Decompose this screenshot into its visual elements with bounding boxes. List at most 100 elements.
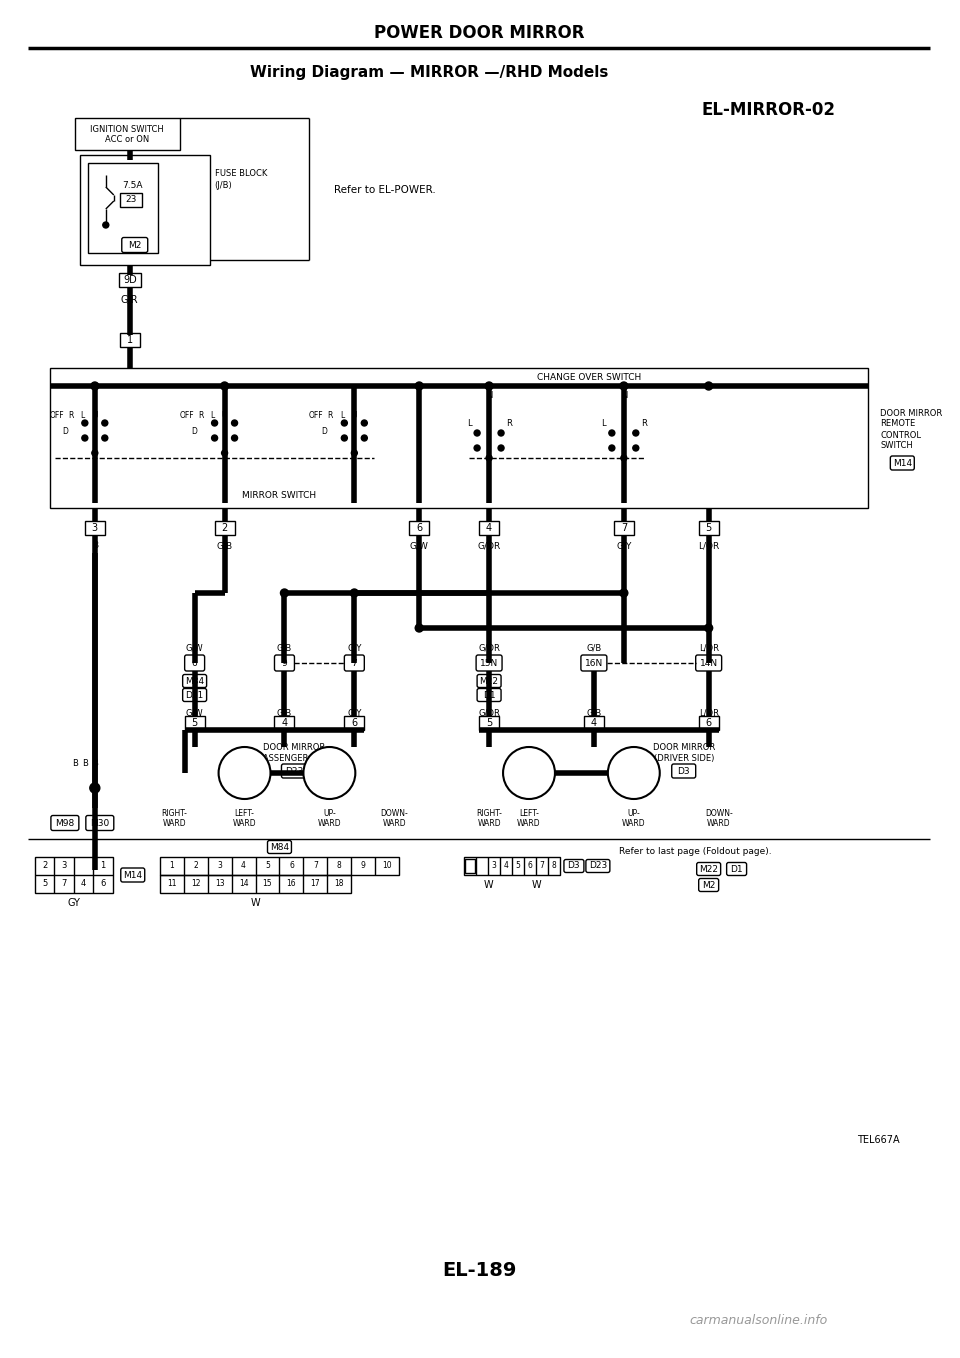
Text: G/Y: G/Y (348, 644, 362, 652)
Circle shape (705, 623, 712, 631)
Circle shape (211, 420, 218, 426)
Text: R: R (506, 418, 512, 428)
Text: R: R (68, 411, 74, 421)
Text: 18: 18 (335, 880, 344, 888)
Text: L: L (467, 418, 471, 428)
Circle shape (503, 747, 555, 799)
Text: G/OR: G/OR (478, 709, 500, 717)
Text: OFF: OFF (309, 411, 324, 421)
Text: 6: 6 (416, 523, 422, 532)
Text: 6: 6 (528, 861, 533, 870)
Circle shape (303, 747, 355, 799)
FancyBboxPatch shape (184, 655, 204, 671)
FancyBboxPatch shape (345, 655, 364, 671)
Text: 5: 5 (191, 718, 198, 728)
Text: L: L (602, 418, 606, 428)
Circle shape (633, 430, 638, 436)
Text: 1: 1 (101, 861, 106, 870)
Text: 16: 16 (287, 880, 297, 888)
Text: M22: M22 (699, 865, 718, 873)
Circle shape (82, 420, 87, 426)
Text: D21: D21 (185, 690, 204, 699)
Text: 12: 12 (191, 880, 201, 888)
Text: EL-189: EL-189 (442, 1260, 516, 1279)
Circle shape (222, 449, 228, 456)
Text: 5: 5 (486, 718, 492, 728)
Text: (DRIVER SIDE): (DRIVER SIDE) (654, 754, 714, 762)
Text: WARD: WARD (163, 819, 186, 827)
Text: 9D: 9D (123, 276, 136, 285)
Text: B: B (92, 759, 98, 767)
Text: TEL667A: TEL667A (857, 1135, 900, 1145)
FancyBboxPatch shape (672, 765, 696, 778)
Text: M: M (519, 763, 539, 782)
Text: Refer to EL-POWER.: Refer to EL-POWER. (334, 185, 436, 196)
Text: DOWN-: DOWN- (705, 809, 732, 819)
Circle shape (102, 435, 108, 441)
FancyBboxPatch shape (727, 862, 747, 876)
Text: M98: M98 (56, 819, 75, 827)
Bar (159, 857, 399, 875)
Bar (87, 163, 157, 253)
Text: UP-: UP- (323, 809, 336, 819)
Text: 13: 13 (215, 880, 225, 888)
Text: G/B: G/B (217, 542, 232, 550)
Text: G/R: G/R (121, 295, 138, 306)
Bar (215, 521, 234, 535)
Circle shape (474, 445, 480, 451)
Circle shape (486, 455, 492, 460)
Text: 5: 5 (42, 880, 47, 888)
Circle shape (103, 221, 108, 228)
Text: 6: 6 (289, 861, 294, 870)
Circle shape (102, 420, 108, 426)
Text: N: N (621, 391, 627, 401)
FancyBboxPatch shape (85, 816, 114, 831)
Text: 3: 3 (92, 523, 98, 532)
FancyBboxPatch shape (122, 238, 148, 253)
Text: B: B (82, 759, 87, 767)
Text: LEFT-: LEFT- (234, 809, 254, 819)
Circle shape (608, 747, 660, 799)
Text: G/W: G/W (410, 542, 429, 550)
Text: 7: 7 (540, 861, 544, 870)
Text: G/B: G/B (587, 644, 602, 652)
FancyBboxPatch shape (51, 816, 79, 831)
Text: 4: 4 (281, 718, 288, 728)
Text: M: M (235, 763, 254, 782)
Text: 1: 1 (127, 335, 132, 345)
Circle shape (498, 445, 504, 451)
Circle shape (231, 435, 237, 441)
Text: B: B (92, 542, 98, 550)
Text: 9: 9 (281, 659, 287, 668)
Circle shape (91, 382, 99, 390)
Text: G/B: G/B (276, 709, 292, 717)
Text: G/B: G/B (587, 709, 602, 717)
Circle shape (621, 455, 627, 460)
Text: 11: 11 (167, 880, 177, 888)
Text: L: L (210, 411, 215, 421)
Text: 7: 7 (621, 523, 627, 532)
Circle shape (705, 382, 712, 390)
Bar (479, 716, 499, 731)
Text: U: U (351, 411, 357, 421)
Text: D3: D3 (567, 861, 580, 870)
Bar (159, 875, 351, 894)
Bar (613, 521, 634, 535)
FancyBboxPatch shape (581, 655, 607, 671)
Text: G/B: G/B (276, 644, 292, 652)
Text: R: R (641, 418, 647, 428)
Text: 9: 9 (361, 861, 366, 870)
Text: ACC or ON: ACC or ON (106, 136, 150, 144)
Text: Wiring Diagram — MIRROR —/RHD Models: Wiring Diagram — MIRROR —/RHD Models (250, 64, 609, 80)
Text: U: U (222, 411, 228, 421)
Text: G/W: G/W (186, 644, 204, 652)
Text: M2: M2 (128, 240, 141, 250)
Text: D: D (62, 428, 68, 436)
Text: 3: 3 (217, 861, 222, 870)
Text: W: W (531, 880, 540, 889)
Text: 3: 3 (61, 861, 67, 870)
Text: 6: 6 (351, 718, 357, 728)
Text: W: W (251, 898, 260, 909)
Text: 16N: 16N (585, 659, 603, 668)
Text: G/Y: G/Y (348, 709, 362, 717)
